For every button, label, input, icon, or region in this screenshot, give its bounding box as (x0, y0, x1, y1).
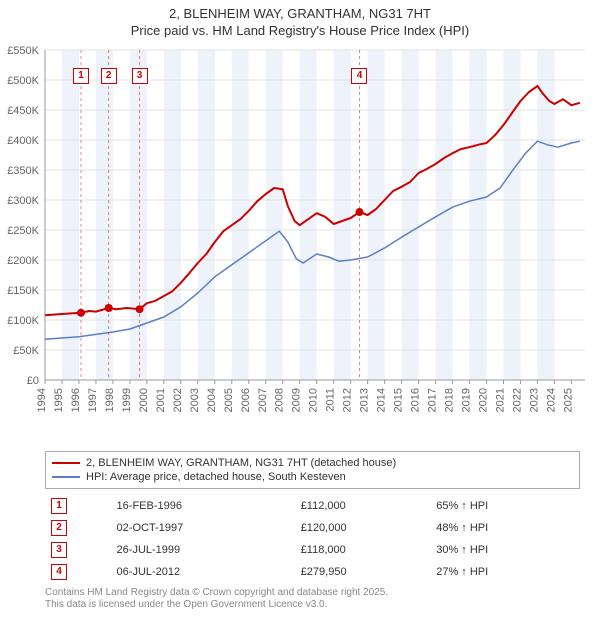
y-tick-label: £0 (27, 375, 39, 387)
event-row: 4 06-JUL-2012£279,95027% ↑ HPI (45, 561, 580, 583)
footer-line2: This data is licensed under the Open Gov… (45, 599, 580, 612)
x-tick-label: 2009 (291, 388, 303, 412)
chart-svg: £0 £50K £100K £150K £200K £250K £300K £350K £400… (0, 40, 600, 445)
chart-title: 2, BLENHEIM WAY, GRANTHAM, NG31 7HT Pric… (0, 0, 600, 40)
event-pct: 48% ↑ HPI (430, 517, 580, 539)
footer-attribution: Contains HM Land Registry data © Crown c… (45, 587, 580, 612)
x-tick-label: 2011 (325, 388, 337, 412)
x-tick-label: 2006 (240, 388, 252, 412)
x-tick-label: 2023 (528, 388, 540, 412)
event-row: 3 26-JUL-1999£118,00030% ↑ HPI (45, 539, 580, 561)
legend-swatch (52, 462, 80, 464)
legend-row: 2, BLENHEIM WAY, GRANTHAM, NG31 7HT (det… (52, 456, 573, 470)
y-tick-label: £400K (7, 135, 39, 147)
x-tick-label: 2025 (562, 388, 574, 412)
x-tick-label: 2000 (138, 388, 150, 412)
legend-row: HPI: Average price, detached house, Sout… (52, 470, 573, 484)
legend: 2, BLENHEIM WAY, GRANTHAM, NG31 7HT (det… (45, 451, 580, 489)
legend-label: 2, BLENHEIM WAY, GRANTHAM, NG31 7HT (det… (86, 457, 396, 469)
y-tick-label: £50K (13, 345, 39, 357)
footer-line1: Contains HM Land Registry data © Crown c… (45, 587, 580, 600)
x-tick-label: 2018 (444, 388, 456, 412)
event-price: £118,000 (295, 539, 431, 561)
x-tick-label: 1994 (36, 388, 48, 412)
x-tick-label: 2020 (478, 388, 490, 412)
event-price: £120,000 (295, 517, 431, 539)
event-marker: 4 (51, 564, 67, 580)
title-line2: Price paid vs. HM Land Registry's House … (0, 23, 600, 40)
x-tick-label: 2024 (545, 388, 557, 412)
sale-marker-1: 1 (73, 68, 89, 84)
events-table: 1 16-FEB-1996£112,00065% ↑ HPI 2 02-OCT-199… (45, 495, 580, 583)
legend-swatch (52, 476, 80, 478)
x-tick-label: 2004 (206, 388, 218, 412)
x-tick-label: 1999 (121, 388, 133, 412)
y-tick-label: £250K (7, 225, 39, 237)
x-tick-label: 2012 (342, 388, 354, 412)
x-tick-label: 2007 (257, 388, 269, 412)
x-tick-label: 2015 (393, 388, 405, 412)
sale-marker-3: 3 (132, 68, 148, 84)
x-tick-label: 2022 (511, 388, 523, 412)
event-price: £112,000 (295, 495, 431, 517)
event-pct: 65% ↑ HPI (430, 495, 580, 517)
x-tick-label: 2010 (308, 388, 320, 412)
event-price: £279,950 (295, 561, 431, 583)
x-tick-label: 1995 (53, 388, 65, 412)
event-date: 26-JUL-1999 (111, 539, 295, 561)
event-date: 16-FEB-1996 (111, 495, 295, 517)
x-tick-label: 1997 (87, 388, 99, 412)
x-tick-label: 2005 (223, 388, 235, 412)
event-row: 1 16-FEB-1996£112,00065% ↑ HPI (45, 495, 580, 517)
legend-label: HPI: Average price, detached house, Sout… (86, 471, 346, 483)
y-tick-label: £350K (7, 165, 39, 177)
y-tick-label: £300K (7, 195, 39, 207)
chart-area: £0 £50K £100K £150K £200K £250K £300K £350K £400… (0, 40, 600, 445)
y-tick-label: £500K (7, 75, 39, 87)
event-marker: 1 (51, 498, 67, 514)
x-tick-label: 2014 (376, 388, 388, 412)
y-tick-label: £200K (7, 255, 39, 267)
title-line1: 2, BLENHEIM WAY, GRANTHAM, NG31 7HT (0, 6, 600, 23)
x-tick-label: 2013 (359, 388, 371, 412)
x-tick-label: 2017 (427, 388, 439, 412)
event-marker: 3 (51, 542, 67, 558)
event-marker: 2 (51, 520, 67, 536)
x-tick-label: 2021 (494, 388, 506, 412)
x-tick-label: 1998 (104, 388, 116, 412)
event-date: 02-OCT-1997 (111, 517, 295, 539)
x-tick-label: 1996 (70, 388, 82, 412)
y-tick-label: £100K (7, 315, 39, 327)
y-tick-label: £150K (7, 285, 39, 297)
x-tick-label: 2003 (189, 388, 201, 412)
x-tick-label: 2016 (410, 388, 422, 412)
sale-marker-2: 2 (101, 68, 117, 84)
sale-marker-4: 4 (351, 68, 367, 84)
event-pct: 30% ↑ HPI (430, 539, 580, 561)
event-date: 06-JUL-2012 (111, 561, 295, 583)
event-pct: 27% ↑ HPI (430, 561, 580, 583)
x-tick-label: 2019 (461, 388, 473, 412)
x-tick-label: 2008 (274, 388, 286, 412)
x-tick-label: 2001 (155, 388, 167, 412)
event-row: 2 02-OCT-1997£120,00048% ↑ HPI (45, 517, 580, 539)
y-tick-label: £450K (7, 105, 39, 117)
y-tick-label: £550K (7, 45, 39, 57)
x-tick-label: 2002 (172, 388, 184, 412)
